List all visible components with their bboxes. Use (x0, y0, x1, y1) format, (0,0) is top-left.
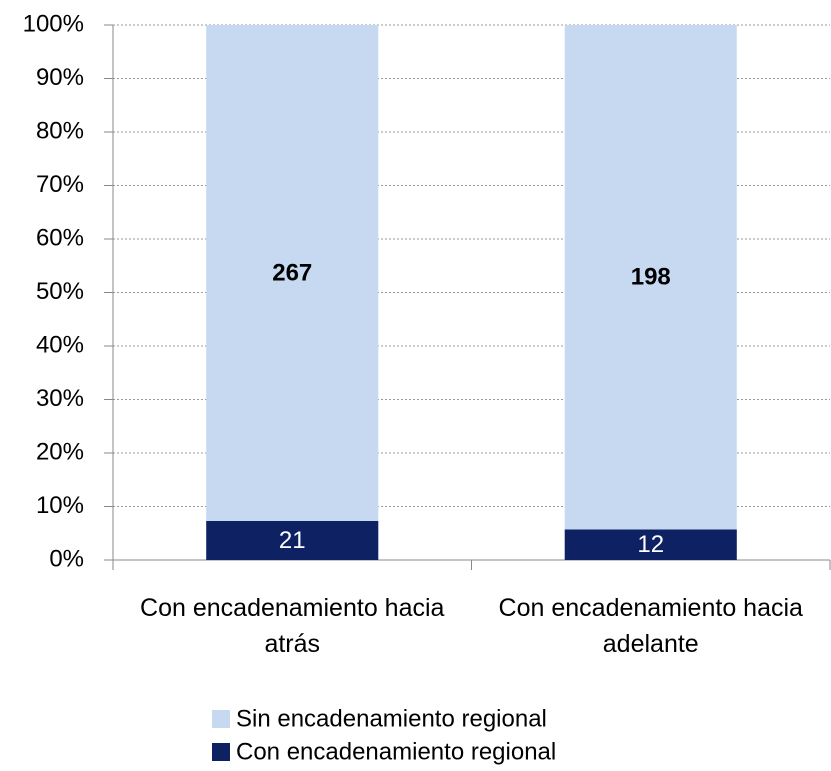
y-tick-label: 60% (36, 224, 84, 251)
legend-label: Con encadenamiento regional (236, 738, 556, 765)
data-label: 267 (272, 259, 312, 286)
x-tick-label: Con encadenamiento hacia adelante (498, 594, 803, 658)
legend-swatch (212, 710, 230, 728)
y-tick-label: 90% (36, 64, 84, 91)
data-label: 21 (279, 527, 306, 554)
y-tick-label: 10% (36, 492, 84, 519)
y-tick-label: 0% (49, 545, 84, 572)
y-tick-label: 70% (36, 171, 84, 198)
data-label: 198 (631, 264, 671, 291)
bar-segment (206, 520, 379, 560)
data-label: 12 (637, 531, 664, 558)
y-tick-label: 20% (36, 438, 84, 465)
y-tick-label: 100% (23, 10, 84, 37)
bar-segment (564, 529, 737, 560)
y-tick-label: 40% (36, 331, 84, 358)
y-tick-label: 80% (36, 117, 84, 144)
y-tick-label: 50% (36, 278, 84, 305)
legend-swatch (212, 743, 230, 761)
bar-segment (564, 25, 737, 530)
y-tick-label: 30% (36, 385, 84, 412)
legend-label: Sin encadenamiento regional (236, 705, 547, 732)
bar-segment (206, 25, 379, 521)
x-tick-label: Con encadenamiento hacia atrás (140, 594, 445, 658)
